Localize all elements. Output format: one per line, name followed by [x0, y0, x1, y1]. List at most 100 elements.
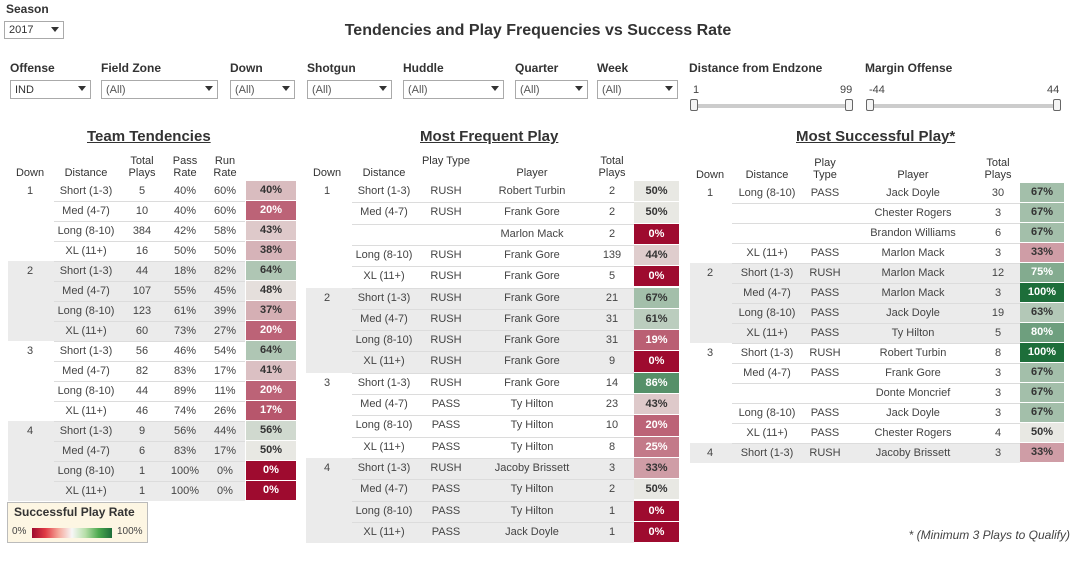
header-plays: Total Plays — [984, 157, 1012, 181]
offense-select[interactable]: IND — [10, 80, 91, 99]
cell-distance: XL (11+) — [363, 440, 405, 453]
row-separator — [54, 421, 245, 422]
cell-plays: 10 — [605, 419, 619, 432]
cell-down: 3 — [323, 376, 331, 389]
distance-slider-min: 1 — [693, 84, 700, 96]
cell-plays: 9 — [138, 425, 146, 437]
cell-distance: Long (8-10) — [738, 187, 796, 199]
row-separator — [732, 443, 1020, 444]
success-rate-cell: 0% — [634, 500, 679, 521]
success-rate-cell: 20% — [246, 381, 296, 400]
most-successful-title: Most Successful Play* — [796, 128, 956, 145]
huddle-select[interactable]: (All) — [403, 80, 504, 99]
down-group-band — [306, 457, 634, 544]
cell-plays: 139 — [602, 248, 622, 261]
legend-max: 100% — [117, 526, 143, 537]
field-zone-select[interactable]: (All) — [101, 80, 218, 99]
cell-pass: 83% — [173, 365, 197, 377]
cell-distance: Short (1-3) — [357, 461, 411, 474]
week-value: (All) — [602, 84, 622, 96]
season-select[interactable]: 2017 — [4, 21, 64, 39]
shotgun-value: (All) — [312, 84, 332, 96]
cell-plays: 19 — [991, 307, 1005, 319]
cell-plays: 2 — [608, 227, 616, 240]
chevron-down-icon — [665, 86, 673, 91]
cell-down: 4 — [26, 425, 34, 437]
margin-slider-track[interactable] — [870, 104, 1060, 108]
success-rate-cell: 25% — [634, 436, 679, 457]
cell-plays: 384 — [132, 225, 152, 237]
header-player: Player — [516, 167, 548, 179]
row-separator — [352, 394, 634, 395]
cell-type: RUSH — [430, 206, 462, 219]
filter-label-week: Week — [597, 61, 629, 75]
cell-plays: 12 — [991, 267, 1005, 279]
cell-distance: Short (1-3) — [740, 447, 794, 459]
cell-run: 82% — [213, 265, 237, 277]
header-player: Player — [897, 169, 929, 181]
header-down: Down — [15, 167, 45, 179]
week-select[interactable]: (All) — [597, 80, 678, 99]
cell-pass: 100% — [170, 465, 200, 477]
cell-run: 60% — [213, 205, 237, 217]
down-select[interactable]: (All) — [230, 80, 295, 99]
cell-type: RUSH — [430, 312, 462, 325]
cell-player: Ty Hilton — [510, 483, 554, 496]
row-separator — [732, 303, 1020, 304]
cell-pass: 46% — [173, 345, 197, 357]
cell-distance: Med (4-7) — [743, 287, 791, 299]
cell-plays: 6 — [994, 227, 1002, 239]
cell-type: RUSH — [430, 185, 462, 197]
success-rate-cell: 63% — [1020, 303, 1064, 322]
cell-distance: XL (11+) — [65, 405, 107, 417]
success-rate-cell: 40% — [246, 181, 296, 200]
success-rate-cell: 33% — [1020, 443, 1064, 462]
legend-gradient — [32, 528, 112, 538]
cell-down: 1 — [26, 185, 34, 197]
row-separator — [54, 461, 245, 462]
cell-type: PASS — [431, 483, 461, 496]
cell-plays: 1 — [138, 485, 146, 497]
row-separator — [352, 330, 634, 332]
cell-plays: 3 — [994, 447, 1002, 459]
filter-label-shotgun: Shotgun — [307, 61, 356, 75]
cell-distance: Med (4-7) — [743, 367, 791, 379]
cell-run: 27% — [213, 325, 237, 337]
cell-plays: 2 — [608, 206, 616, 219]
row-separator — [732, 323, 1020, 324]
cell-distance: Med (4-7) — [62, 365, 110, 377]
row-separator — [54, 481, 245, 482]
cell-distance: Short (1-3) — [59, 425, 113, 437]
row-separator — [352, 500, 634, 502]
chevron-down-icon — [379, 86, 387, 91]
cell-down: 3 — [706, 347, 714, 359]
cell-type: PASS — [810, 427, 840, 439]
success-rate-cell: 67% — [1020, 383, 1064, 402]
cell-plays: 3 — [994, 247, 1002, 259]
cell-player: Frank Gore — [504, 206, 560, 219]
success-rate-cell: 0% — [634, 521, 679, 543]
success-rate-cell: 44% — [634, 244, 679, 266]
cell-plays: 56 — [135, 345, 149, 357]
chevron-down-icon — [282, 86, 290, 91]
margin-slider-max-handle[interactable] — [1053, 99, 1061, 111]
margin-slider-min-handle[interactable] — [866, 99, 874, 111]
distance-slider-max-handle[interactable] — [845, 99, 853, 111]
cell-distance: Short (1-3) — [357, 185, 411, 197]
cell-type: PASS — [431, 419, 461, 432]
cell-distance: Long (8-10) — [355, 504, 413, 517]
distance-slider-track[interactable] — [694, 104, 852, 108]
header-plays: Total Plays — [598, 155, 626, 179]
down-group-band — [690, 443, 1020, 463]
row-separator — [54, 221, 245, 222]
cell-distance: Med (4-7) — [360, 483, 408, 496]
row-separator — [352, 308, 634, 310]
cell-plays: 3 — [994, 367, 1002, 379]
distance-slider-min-handle[interactable] — [690, 99, 698, 111]
shotgun-select[interactable]: (All) — [307, 80, 392, 99]
quarter-select[interactable]: (All) — [515, 80, 588, 99]
cell-plays: 10 — [135, 205, 149, 217]
cell-plays: 9 — [608, 355, 616, 368]
margin-slider-max: 44 — [1047, 84, 1060, 96]
cell-type: PASS — [810, 307, 840, 319]
